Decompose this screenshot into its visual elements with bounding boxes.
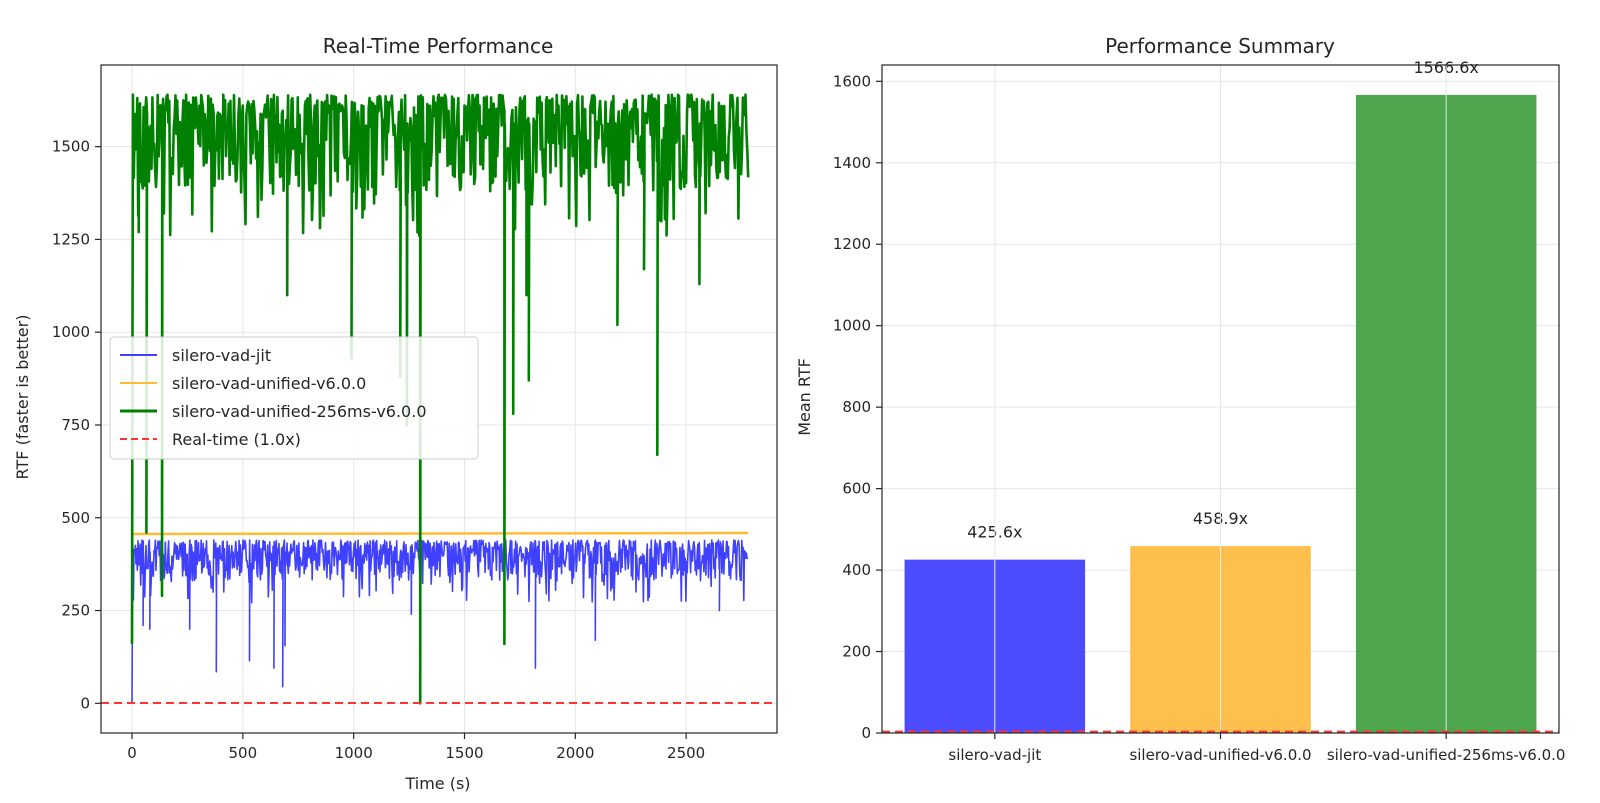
bar-chart-y-tick-label: 200 [842, 643, 871, 661]
bar-chart-y-tick-label: 1600 [833, 72, 871, 90]
line-chart-legend: silero-vad-jit silero-vad-unified-v6.0.0… [109, 336, 479, 460]
bar-chart-ylabel: Mean RTF [795, 358, 814, 436]
legend-label-silero-vad-jit: silero-vad-jit [172, 346, 271, 365]
bar-chart-category-label: silero-vad-jit [948, 746, 1041, 764]
line-chart-y-tick-label: 750 [61, 416, 90, 434]
line-chart-panel: Real-Time Performance 0 500 1000 1500 2000 25… [13, 34, 778, 793]
line-chart-x-tick-label: 1500 [445, 744, 483, 762]
series-line-silero-vad-unified-256ms [130, 93, 750, 705]
bar-chart-y-tick-label: 1200 [833, 235, 871, 253]
bar-chart-category-label: silero-vad-unified-256ms-v6.0.0 [1327, 746, 1566, 764]
line-chart-axes: 0 500 1000 1500 2000 2500 0 250 500 750 1000 1250 15… [52, 64, 778, 762]
line-chart-ylabel: RTF (faster is better) [13, 315, 32, 480]
line-chart-x-tick-label: 2000 [556, 744, 594, 762]
bar-chart-y-tick-label: 400 [842, 561, 871, 579]
line-chart-y-tick-label: 1000 [52, 323, 90, 341]
line-chart-x-tick-label: 2500 [667, 744, 705, 762]
bar-chart-y-tick-label: 800 [842, 398, 871, 416]
bar-chart-y-tick-label: 1000 [833, 317, 871, 335]
bar-chart-category-label: silero-vad-unified-v6.0.0 [1129, 746, 1311, 764]
legend-label-silero-vad-unified: silero-vad-unified-v6.0.0 [172, 374, 366, 393]
line-chart-y-tick-label: 250 [61, 602, 90, 620]
line-chart-y-tick-label: 1500 [52, 138, 90, 156]
line-chart-y-tick-label: 500 [61, 509, 90, 527]
line-chart-y-tick-label: 0 [80, 694, 90, 712]
line-chart-x-tick-label: 1000 [335, 744, 373, 762]
bar-chart-panel: Performance Summary 425.6x458.9x1566.6x … [795, 34, 1565, 764]
bar-chart-axes: 0 200 400 600 800 1000 1200 1400 1600 silero-vad-… [833, 64, 1566, 764]
line-chart-y-tick-label: 1250 [52, 230, 90, 248]
series-line-silero-vad-jit [131, 539, 749, 704]
bar-chart-y-tick-label: 1400 [833, 154, 871, 172]
bar-chart-frame [881, 64, 1560, 734]
line-chart-frame [100, 64, 778, 734]
legend-frame [109, 336, 479, 460]
series-line-silero-vad-unified [132, 531, 749, 536]
line-chart-series [101, 93, 777, 705]
line-chart-x-tick-label: 0 [127, 744, 137, 762]
line-chart-x-tick-label: 500 [229, 744, 258, 762]
legend-label-silero-vad-unified-256ms: silero-vad-unified-256ms-v6.0.0 [172, 402, 427, 421]
legend-label-real-time: Real-time (1.0x) [172, 430, 301, 449]
bar-chart-y-tick-label: 600 [842, 480, 871, 498]
line-chart-xlabel: Time (s) [404, 774, 470, 793]
bar-chart-title: Performance Summary [1105, 34, 1335, 58]
line-chart-title: Real-Time Performance [323, 34, 554, 58]
bar-chart-y-tick-label: 0 [861, 724, 871, 742]
